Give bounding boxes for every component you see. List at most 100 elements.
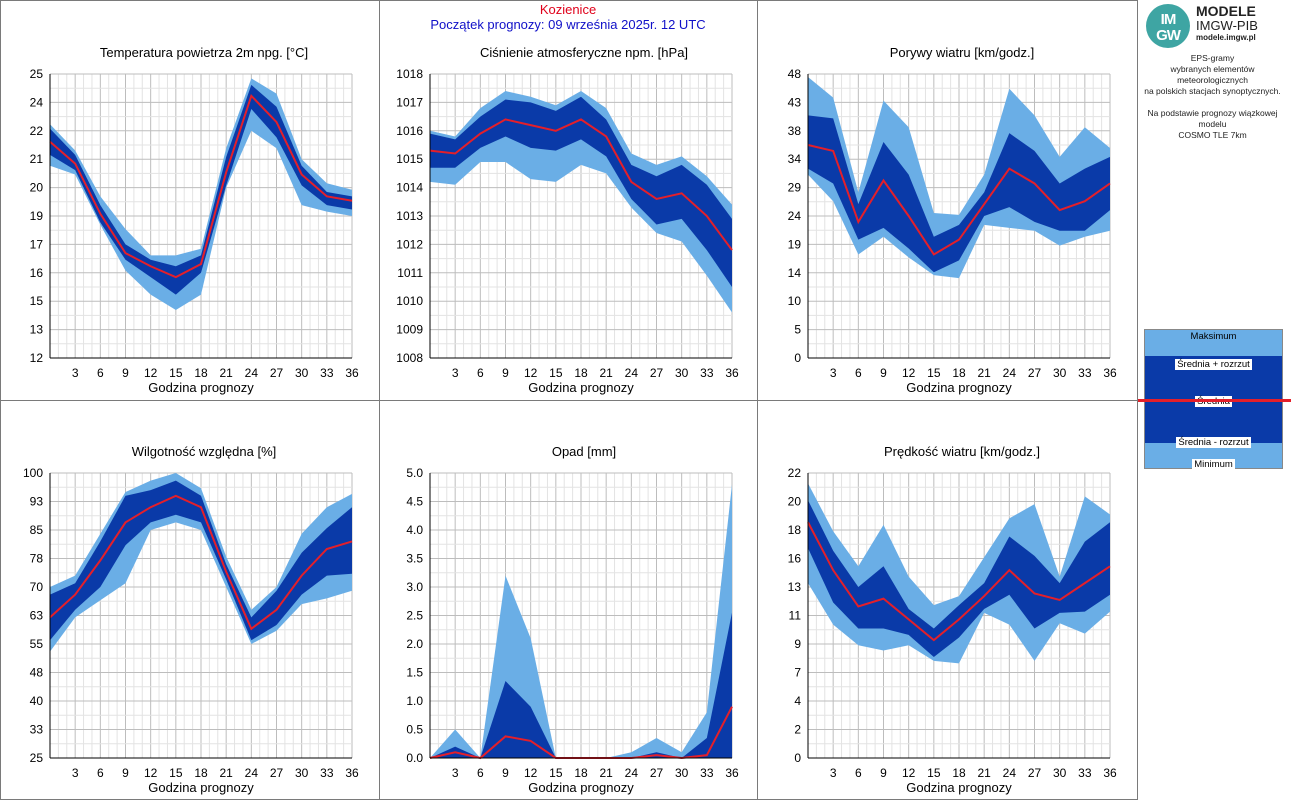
x-tick-label: 12 xyxy=(144,366,158,380)
y-tick-label: 25 xyxy=(30,751,44,765)
x-tick-label: 36 xyxy=(1103,366,1117,380)
y-tick-label: 11 xyxy=(789,609,802,623)
brand-org: IMGW-PIB xyxy=(1196,18,1258,33)
x-tick-label: 9 xyxy=(880,366,887,380)
x-tick-label: 30 xyxy=(1053,766,1067,780)
y-tick-label: 0 xyxy=(794,351,801,365)
y-tick-label: 14 xyxy=(788,266,802,280)
description: EPS-gramy wybranych elementów meteorolog… xyxy=(1134,53,1291,141)
forecast-header: Kozienice Początek prognozy: 09 września… xyxy=(379,2,757,32)
y-tick-label: 7 xyxy=(794,666,801,680)
brand-url: modele.imgw.pl xyxy=(1196,33,1256,42)
x-tick-label: 33 xyxy=(320,766,334,780)
x-tick-label: 9 xyxy=(502,766,509,780)
x-axis-label: Godzina prognozy xyxy=(528,780,634,795)
x-tick-label: 21 xyxy=(599,766,613,780)
x-tick-label: 12 xyxy=(144,766,158,780)
legend-min: Minimum xyxy=(1192,459,1235,470)
band-spread xyxy=(430,96,732,287)
x-tick-label: 15 xyxy=(927,366,941,380)
desc-line: COSMO TLE 7km xyxy=(1178,130,1247,140)
x-tick-label: 6 xyxy=(855,766,862,780)
desc-line: EPS-gramy xyxy=(1190,53,1235,63)
y-tick-label: 1.0 xyxy=(406,694,423,708)
y-tick-label: 1014 xyxy=(396,181,423,195)
y-tick-label: 1012 xyxy=(396,237,423,251)
x-tick-label: 33 xyxy=(700,766,714,780)
y-tick-label: 2 xyxy=(794,723,801,737)
y-tick-label: 78 xyxy=(30,552,44,566)
y-tick-label: 16 xyxy=(30,266,44,280)
y-tick-label: 1011 xyxy=(397,266,423,280)
x-tick-label: 3 xyxy=(830,766,837,780)
x-tick-label: 24 xyxy=(245,766,259,780)
x-tick-label: 27 xyxy=(1028,366,1042,380)
imgw-branding: IM GW MODELE IMGW-PIB modele.imgw.pl xyxy=(1138,0,1291,130)
y-tick-label: 15 xyxy=(30,294,44,308)
x-tick-label: 15 xyxy=(927,766,941,780)
x-tick-label: 15 xyxy=(549,366,563,380)
chart-title: Porywy wiatru [km/godz.] xyxy=(890,45,1035,60)
x-tick-label: 12 xyxy=(524,766,538,780)
y-tick-label: 85 xyxy=(30,523,44,537)
x-tick-label: 18 xyxy=(574,366,588,380)
x-axis-label: Godzina prognozy xyxy=(148,380,254,395)
y-tick-label: 1.5 xyxy=(406,666,423,680)
x-tick-label: 33 xyxy=(1078,366,1092,380)
y-tick-label: 70 xyxy=(30,580,44,594)
forecast-start: Początek prognozy: 09 września 2025r. 12… xyxy=(430,17,706,32)
y-tick-label: 17 xyxy=(30,237,44,251)
y-tick-label: 13 xyxy=(788,580,802,594)
x-tick-label: 21 xyxy=(977,366,991,380)
x-tick-label: 27 xyxy=(1028,766,1042,780)
band-spread xyxy=(808,500,1110,657)
chart-4: 0.00.51.01.52.02.53.03.54.04.55.03 6 9 12 15… xyxy=(406,444,739,795)
y-tick-label: 48 xyxy=(30,666,44,680)
x-tick-label: 21 xyxy=(219,366,233,380)
y-tick-label: 100 xyxy=(23,466,43,480)
x-tick-label: 24 xyxy=(1003,766,1017,780)
mean-line xyxy=(807,144,1111,256)
y-tick-label: 21 xyxy=(30,152,44,166)
x-axis-label: Godzina prognozy xyxy=(148,780,254,795)
x-tick-label: 30 xyxy=(675,766,689,780)
x-tick-label: 36 xyxy=(345,766,359,780)
x-tick-label: 18 xyxy=(194,366,208,380)
y-tick-label: 20 xyxy=(788,495,802,509)
band-spread xyxy=(50,84,352,295)
y-tick-label: 22 xyxy=(30,124,44,138)
legend-mean-minus: Średnia - rozrzut xyxy=(1176,437,1251,448)
x-tick-label: 12 xyxy=(524,366,538,380)
y-tick-label: 1008 xyxy=(396,351,423,365)
chart-title: Temperatura powietrza 2m npg. [°C] xyxy=(100,45,308,60)
y-tick-label: 1018 xyxy=(396,67,423,81)
desc-line: wybranych elementów meteorologicznych xyxy=(1170,64,1255,85)
x-tick-label: 3 xyxy=(72,366,79,380)
y-tick-label: 18 xyxy=(788,523,802,537)
x-tick-label: 9 xyxy=(880,766,887,780)
y-tick-label: 19 xyxy=(30,209,44,223)
mean-line xyxy=(429,118,733,251)
x-tick-label: 27 xyxy=(270,766,284,780)
y-tick-label: 24 xyxy=(30,95,44,109)
mean-line xyxy=(807,521,1111,642)
x-tick-label: 36 xyxy=(725,766,739,780)
legend-mean-line xyxy=(1138,399,1291,402)
imgw-logo: IM GW xyxy=(1146,4,1190,48)
y-tick-label: 93 xyxy=(30,495,44,509)
x-tick-label: 30 xyxy=(1053,366,1067,380)
desc-line: na polskich stacjach synoptycznych. xyxy=(1144,86,1281,96)
band-spread xyxy=(430,612,732,758)
y-tick-label: 4.5 xyxy=(406,495,423,509)
x-tick-label: 3 xyxy=(72,766,79,780)
chart-title: Wilgotność względna [%] xyxy=(132,444,277,459)
logo-text-bottom: GW xyxy=(1156,27,1181,44)
y-tick-label: 2.0 xyxy=(406,637,423,651)
x-axis-label: Godzina prognozy xyxy=(906,780,1012,795)
x-tick-label: 15 xyxy=(549,766,563,780)
chart-title: Ciśnienie atmosferyczne npm. [hPa] xyxy=(480,45,688,60)
band-spread xyxy=(50,480,352,641)
